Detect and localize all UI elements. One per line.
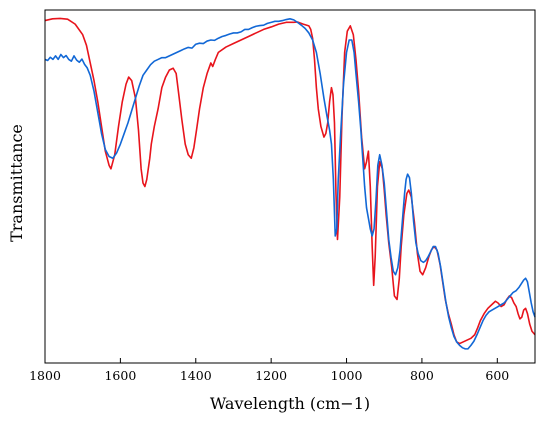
series-line-2 (44, 18, 536, 350)
x-tick-label: 800 (410, 368, 434, 383)
plot-series (44, 17, 536, 350)
y-axis-title: Transmittance (7, 124, 26, 242)
x-axis-title: Wavelength (cm−1) (210, 394, 370, 413)
x-axis-ticks: 1800 1600 1400 1200 1000 800 600 (29, 358, 509, 383)
x-tick-label: 1400 (180, 368, 212, 383)
x-tick-label: 600 (485, 368, 509, 383)
series-line-1 (44, 17, 536, 345)
x-tick-label: 1200 (255, 368, 287, 383)
x-tick-label: 1000 (331, 368, 363, 383)
x-tick-label: 1800 (29, 368, 61, 383)
plot-frame (44, 9, 536, 364)
x-tick-label: 1600 (104, 368, 136, 383)
